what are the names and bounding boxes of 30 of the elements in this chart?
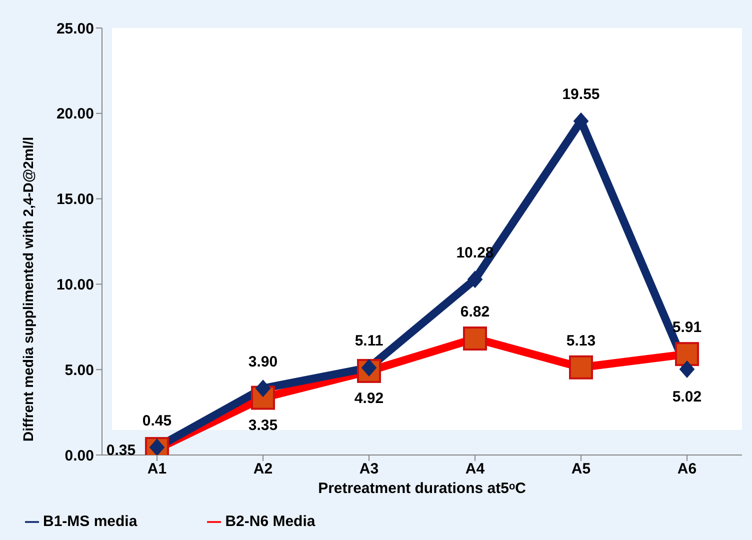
y-tick-label: 25.00 xyxy=(56,20,94,38)
data-label: 3.90 xyxy=(248,353,278,370)
y-axis-title: Diffrent media supplimented with 2,4-D@2ml/l xyxy=(20,136,36,442)
y-tick-label: 0.00 xyxy=(64,447,94,464)
x-tick-label: A4 xyxy=(465,460,486,478)
point xyxy=(468,270,482,288)
point xyxy=(680,360,694,378)
data-label: 5.02 xyxy=(672,388,702,406)
data-label: 0.35 xyxy=(106,442,136,460)
data-label: 6.82 xyxy=(460,304,490,321)
data-label: 0.45 xyxy=(142,412,172,430)
data-label: 19.55 xyxy=(562,86,600,104)
x-tick-label: A6 xyxy=(677,460,697,478)
data-label: 4.92 xyxy=(354,390,384,407)
y-tick-label: 10.00 xyxy=(56,276,94,294)
x-tick-label: A5 xyxy=(571,460,591,478)
data-label: 5.13 xyxy=(566,332,596,350)
legend-label: B2-N6 Media xyxy=(225,513,316,530)
x-tick-label: A3 xyxy=(359,460,379,478)
x-axis-title: Pretreatment durations at5ᵒC xyxy=(318,480,526,497)
legend-label: B1-MS media xyxy=(43,513,138,530)
data-label: 5.11 xyxy=(354,332,384,350)
y-tick-label: 20.00 xyxy=(56,106,94,123)
point xyxy=(256,380,270,397)
data-label: 5.91 xyxy=(672,319,702,336)
y-tick-label: 5.00 xyxy=(64,362,94,379)
y-tick-label: 15.00 xyxy=(56,191,94,208)
x-tick-label: A2 xyxy=(253,460,273,478)
x-tick-label: A1 xyxy=(147,460,167,478)
data-label: 3.35 xyxy=(248,416,278,434)
